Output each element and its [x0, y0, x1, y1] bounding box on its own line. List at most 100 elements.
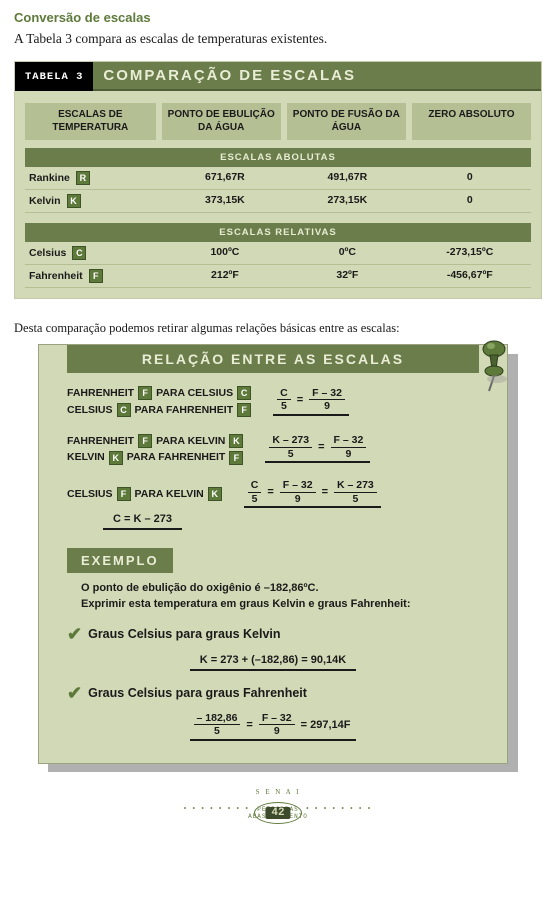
check-row-1: ✔ Graus Celsius para graus Kelvin — [39, 622, 507, 645]
scale-symbol: F — [89, 269, 103, 283]
den: 9 — [271, 725, 283, 737]
sym-icon: K — [229, 434, 243, 448]
txt: CELSIUS — [67, 486, 113, 503]
scale-symbol: R — [76, 171, 90, 185]
page-number: 42 — [265, 807, 290, 819]
cell: 32ºF — [286, 269, 408, 283]
eq: = — [295, 394, 305, 406]
relation-panel: RELAÇÃO ENTRE AS ESCALAS FAHRENHEIT F PA… — [38, 344, 508, 764]
scale-name: Celsius — [29, 247, 66, 259]
den: 9 — [343, 448, 355, 460]
eq: = — [316, 441, 326, 453]
sym-icon: F — [117, 487, 131, 501]
table-row: Celsius C 100ºC 0ºC -273,15ºC — [25, 242, 531, 265]
den: 5 — [278, 400, 290, 412]
calc-1: K = 273 + (–182,86) = 90,14K — [39, 649, 507, 671]
simple-equation: C = K – 273 — [103, 512, 182, 530]
num: K – 273 — [269, 435, 312, 448]
intro-text: A Tabela 3 compara as escalas de tempera… — [14, 31, 542, 47]
sym-icon: F — [229, 451, 243, 465]
check-icon: ✔ — [67, 624, 82, 645]
res: = 297,14F — [299, 719, 353, 731]
table-row: Fahrenheit F 212ºF 32ºF -456,67ºF — [25, 265, 531, 288]
formula: K – 2735 = F – 329 — [265, 435, 370, 463]
cell: -456,67ºF — [409, 269, 531, 283]
col-escalas: ESCALAS DE TEMPERATURA — [25, 103, 156, 140]
col-zero: ZERO ABSOLUTO — [412, 103, 531, 140]
sym-icon: F — [138, 434, 152, 448]
txt: FAHRENHEIT — [67, 385, 134, 402]
den: 5 — [211, 725, 223, 737]
txt: PARA FAHRENHEIT — [135, 402, 234, 419]
relation-wrap: RELAÇÃO ENTRE AS ESCALAS FAHRENHEIT F PA… — [38, 344, 518, 764]
table-3-label: TABELA 3 — [15, 62, 93, 91]
exemplo-text: O ponto de ebulição do oxigênio é –182,8… — [39, 581, 507, 622]
row-name: Celsius C — [25, 246, 164, 260]
page-badge: PETROBRAS ABASTECIMENTO 42 — [254, 802, 302, 824]
cell: 212ºF — [164, 269, 286, 283]
sym-icon: C — [117, 403, 131, 417]
relation-lines: FAHRENHEIT F PARA CELSIUS C CELSIUS C PA… — [67, 385, 251, 419]
mid-text: Desta comparação podemos retirar algumas… — [14, 321, 542, 336]
sym-icon: F — [138, 386, 152, 400]
txt: FAHRENHEIT — [67, 433, 134, 450]
num: C — [248, 480, 262, 493]
page: Conversão de escalas A Tabela 3 compara … — [0, 0, 556, 764]
txt: PARA FAHRENHEIT — [127, 449, 226, 466]
eq: = — [265, 486, 275, 498]
cell: 373,15K — [164, 194, 286, 208]
table-3-header: TABELA 3 COMPARAÇÃO DE ESCALAS — [15, 62, 541, 91]
ex-line2: Exprimir esta temperatura em graus Kelvi… — [81, 597, 479, 612]
den: 9 — [321, 400, 333, 412]
sym-icon: C — [237, 386, 251, 400]
num: F – 32 — [259, 713, 295, 726]
cell: 0 — [409, 171, 531, 185]
formula: – 182,865 = F – 329 = 297,14F — [190, 713, 357, 741]
scale-name: Rankine — [29, 172, 70, 184]
num: C — [277, 388, 291, 401]
den: 5 — [349, 493, 361, 505]
col-ebulicao: PONTO DE EBULIÇÃO DA ÁGUA — [162, 103, 281, 140]
section-title: Conversão de escalas — [14, 10, 542, 25]
den: 9 — [292, 493, 304, 505]
sym-icon: K — [109, 451, 123, 465]
formula: C5 = F – 329 — [273, 388, 349, 416]
formula: C5 = F – 329 = K – 2735 — [244, 480, 381, 508]
check-title: Graus Celsius para graus Kelvin — [88, 627, 280, 641]
cell: 671,67R — [164, 171, 286, 185]
band-absolutas: ESCALAS ABOLUTAS — [25, 148, 531, 167]
pushpin-icon — [469, 335, 515, 395]
table-row: Kelvin K 373,15K 273,15K 0 — [25, 190, 531, 213]
cell: 0 — [409, 194, 531, 208]
eq: = — [320, 486, 330, 498]
dots-icon: • • • • • • • • — [184, 804, 250, 813]
table-3: TABELA 3 COMPARAÇÃO DE ESCALAS ESCALAS D… — [14, 61, 542, 299]
calc-eq: K = 273 + (–182,86) = 90,14K — [190, 653, 356, 671]
num: F – 32 — [309, 388, 345, 401]
cell: 100ºC — [164, 246, 286, 260]
relation-block-3: CELSIUS F PARA KELVIN K C5 = F – 329 = K… — [39, 480, 507, 530]
scale-symbol: K — [67, 194, 81, 208]
calc-2: – 182,865 = F – 329 = 297,14F — [39, 708, 507, 741]
relation-lines: FAHRENHEIT F PARA KELVIN K KELVIN K PARA… — [67, 433, 243, 467]
table-row: Rankine R 671,67R 491,67R 0 — [25, 167, 531, 190]
txt: CELSIUS — [67, 402, 113, 419]
relation-lines: CELSIUS F PARA KELVIN K — [67, 486, 222, 503]
txt: KELVIN — [67, 449, 105, 466]
row-name: Kelvin K — [25, 194, 164, 208]
scale-name: Fahrenheit — [29, 270, 83, 282]
den: 5 — [249, 493, 261, 505]
cell: 0ºC — [286, 246, 408, 260]
relation-block-1: FAHRENHEIT F PARA CELSIUS C CELSIUS C PA… — [39, 385, 507, 419]
page-footer: S E N A I • • • • • • • • PETROBRAS ABAS… — [0, 788, 556, 832]
dots-icon: • • • • • • • • — [306, 804, 372, 813]
col-fusao: PONTO DE FUSÃO DA ÁGUA — [287, 103, 406, 140]
cell: -273,15ºC — [409, 246, 531, 260]
relation-title: RELAÇÃO ENTRE AS ESCALAS — [67, 345, 479, 373]
check-icon: ✔ — [67, 683, 82, 704]
txt: PARA KELVIN — [156, 433, 225, 450]
footer-senai: S E N A I — [0, 788, 556, 796]
check-title: Graus Celsius para graus Fahrenheit — [88, 686, 307, 700]
txt: PARA KELVIN — [135, 486, 204, 503]
scale-symbol: C — [72, 246, 86, 260]
